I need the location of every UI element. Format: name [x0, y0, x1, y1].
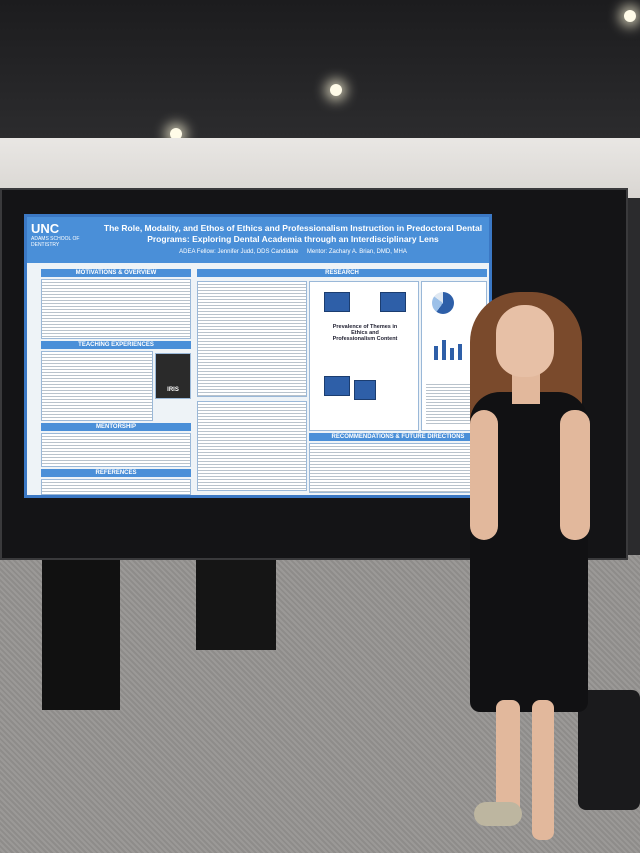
background-person-legs — [196, 560, 276, 650]
mentor-name: Mentor: Zachary A. Brian, DMD, MHA — [306, 249, 407, 255]
references-text — [41, 479, 191, 495]
poster-title: The Role, Modality, and Ethos of Ethics … — [103, 223, 483, 244]
mentorship-text — [41, 433, 191, 467]
left-arm — [470, 410, 498, 540]
shoe — [474, 802, 522, 826]
bag — [578, 690, 640, 810]
diagram-node — [354, 380, 376, 400]
section-mentorship: MENTORSHIP — [41, 423, 191, 431]
fellow-name: ADEA Fellow: Jennifer Judd, DDS Candidat… — [179, 249, 299, 255]
right-leg — [532, 700, 554, 840]
ceiling — [0, 0, 640, 140]
left-leg — [496, 700, 520, 820]
ceiling-light — [624, 10, 636, 22]
iris-image: IRIS — [155, 353, 191, 399]
section-recommendations: RECOMMENDATIONS & FUTURE DIRECTIONS — [309, 433, 487, 441]
chart-bar — [458, 344, 462, 360]
chart-bar — [450, 348, 454, 360]
pie-chart — [432, 292, 454, 314]
diagram-node — [324, 376, 350, 396]
section-motivations: MOTIVATIONS & OVERVIEW — [41, 269, 191, 277]
themes-diagram: Prevalence of Themes in Ethics and Profe… — [309, 281, 419, 431]
section-teaching: TEACHING EXPERIENCES — [41, 341, 191, 349]
poster-authors: ADEA Fellow: Jennifer Judd, DDS Candidat… — [99, 249, 487, 255]
research-poster: UNC ADAMS SCHOOL OF DENTISTRY The Role, … — [24, 214, 492, 498]
section-references: REFERENCES — [41, 469, 191, 477]
background-person-legs — [42, 560, 120, 710]
motivations-text — [41, 279, 191, 339]
diagram-center-label: Prevalence of Themes in Ethics and Profe… — [332, 324, 398, 342]
chart-bar — [434, 346, 438, 360]
ceiling-light — [170, 128, 182, 140]
diagram-node — [324, 292, 350, 312]
iris-label: IRIS — [167, 387, 179, 393]
logo-text: UNC — [31, 221, 60, 236]
school-name: ADAMS SCHOOL OF DENTISTRY — [31, 236, 80, 248]
right-arm — [560, 410, 590, 540]
chart-bar — [442, 340, 446, 360]
diagram-node — [380, 292, 406, 312]
poster-header: UNC ADAMS SCHOOL OF DENTISTRY The Role, … — [27, 217, 489, 263]
ceiling-light — [330, 84, 342, 96]
woman-face — [496, 305, 554, 377]
introduction-text — [197, 281, 307, 397]
unc-logo: UNC ADAMS SCHOOL OF DENTISTRY — [31, 221, 95, 259]
teaching-text — [41, 351, 153, 421]
methods-text — [197, 401, 307, 491]
section-research: RESEARCH — [197, 269, 487, 277]
recommendations-text — [309, 443, 487, 493]
